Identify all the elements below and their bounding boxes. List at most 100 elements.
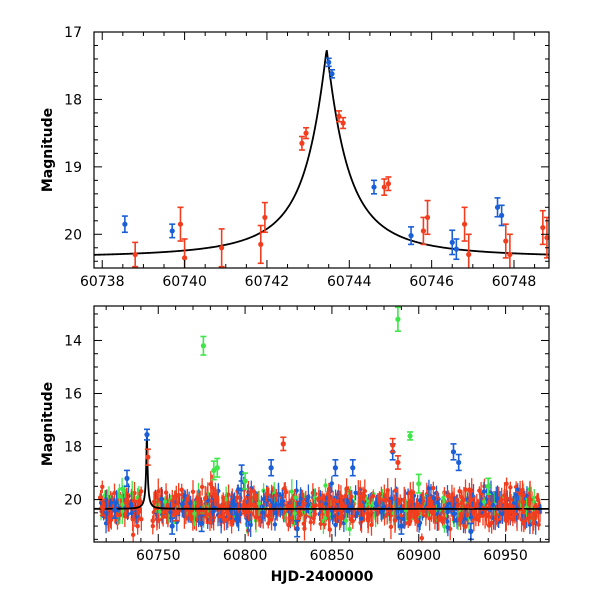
band-point bbox=[362, 493, 367, 498]
green-point bbox=[214, 465, 220, 471]
band-point bbox=[261, 496, 267, 502]
band-point bbox=[476, 512, 481, 518]
band-point bbox=[204, 509, 209, 515]
band-point bbox=[354, 511, 360, 516]
green-point bbox=[242, 478, 248, 484]
band-point bbox=[323, 483, 328, 488]
band-point bbox=[484, 512, 489, 517]
band-point bbox=[294, 488, 299, 493]
band-point bbox=[282, 486, 287, 491]
band-point bbox=[199, 484, 205, 490]
band-point bbox=[416, 523, 422, 528]
band-point bbox=[503, 495, 509, 501]
band-point bbox=[431, 496, 437, 501]
bottom-y-tick-labels: 14 16 18 20 bbox=[64, 333, 82, 508]
band-point bbox=[349, 494, 354, 499]
band-point bbox=[161, 509, 166, 515]
blue-point bbox=[294, 526, 300, 532]
band-point bbox=[500, 511, 505, 517]
band-point bbox=[182, 493, 187, 498]
red-point bbox=[395, 459, 401, 466]
band-point bbox=[192, 511, 197, 516]
x-tick-label: 60800 bbox=[223, 548, 268, 564]
band-point bbox=[442, 524, 447, 529]
band-point bbox=[323, 501, 329, 506]
band-point bbox=[216, 503, 221, 508]
band-point bbox=[152, 499, 157, 505]
model-curve-line bbox=[94, 50, 549, 256]
band-point bbox=[217, 514, 222, 519]
red-point bbox=[544, 235, 549, 241]
blue-point bbox=[124, 475, 130, 481]
band-point bbox=[251, 502, 256, 507]
red-point bbox=[468, 496, 474, 503]
x-tick-label: 60738 bbox=[80, 274, 125, 290]
band-point bbox=[338, 494, 344, 499]
band-point bbox=[462, 516, 467, 522]
y-tick-label: 16 bbox=[64, 387, 82, 403]
band-point bbox=[190, 489, 196, 495]
red-point bbox=[100, 504, 106, 511]
band-point bbox=[269, 517, 274, 522]
x-tick-label: 60748 bbox=[492, 274, 537, 290]
band-point bbox=[508, 503, 513, 508]
blue-point bbox=[122, 221, 128, 227]
band-point bbox=[457, 489, 462, 494]
top-x-tick-labels: 60738 60740 60742 60744 60746 60748 bbox=[80, 274, 536, 290]
blue-point bbox=[239, 470, 245, 476]
band-point bbox=[313, 503, 319, 508]
band-point bbox=[300, 502, 305, 508]
band-point bbox=[377, 496, 382, 501]
band-point bbox=[455, 497, 460, 503]
band-point bbox=[156, 489, 161, 494]
band-point bbox=[130, 532, 136, 538]
red-point bbox=[503, 238, 509, 244]
band-point bbox=[302, 526, 307, 531]
band-point bbox=[369, 522, 374, 528]
blue-point bbox=[169, 228, 175, 234]
band-point bbox=[459, 511, 464, 517]
band-point bbox=[208, 515, 214, 521]
band-point bbox=[221, 514, 226, 519]
blue-point bbox=[332, 465, 338, 471]
blue-point bbox=[169, 523, 175, 529]
band-point bbox=[347, 526, 352, 532]
red-point bbox=[420, 228, 427, 234]
band-point bbox=[392, 518, 398, 523]
blue-point bbox=[112, 507, 118, 513]
band-point bbox=[359, 516, 364, 521]
band-point bbox=[297, 511, 303, 516]
red-point bbox=[507, 251, 513, 258]
top-y-tick-labels: 17 18 19 20 bbox=[64, 25, 82, 243]
band-point bbox=[150, 518, 155, 523]
band-point bbox=[223, 497, 229, 502]
band-point bbox=[508, 497, 513, 502]
band-point bbox=[120, 502, 125, 507]
band-point bbox=[129, 510, 134, 516]
band-point bbox=[343, 493, 348, 499]
band-point bbox=[322, 515, 328, 521]
red-point bbox=[181, 255, 188, 261]
band-point bbox=[427, 516, 432, 521]
band-point bbox=[280, 499, 285, 504]
red-point bbox=[280, 441, 286, 447]
red-point bbox=[381, 184, 387, 190]
red-point bbox=[258, 241, 264, 247]
band-point bbox=[389, 496, 394, 501]
band-point bbox=[286, 522, 291, 528]
red-point bbox=[520, 499, 526, 505]
band-point bbox=[345, 509, 350, 514]
band-point bbox=[221, 502, 227, 507]
band-point bbox=[353, 490, 358, 495]
band-point bbox=[441, 495, 446, 501]
band-point bbox=[456, 517, 462, 522]
green-point bbox=[416, 481, 422, 487]
band-point bbox=[203, 495, 208, 501]
band-point bbox=[234, 512, 239, 517]
blue-point bbox=[450, 449, 457, 455]
band-point bbox=[442, 516, 447, 521]
green-point bbox=[200, 343, 207, 349]
band-point bbox=[306, 502, 311, 508]
band-point bbox=[256, 501, 262, 506]
top-ylabel: Magnitude bbox=[40, 108, 56, 192]
